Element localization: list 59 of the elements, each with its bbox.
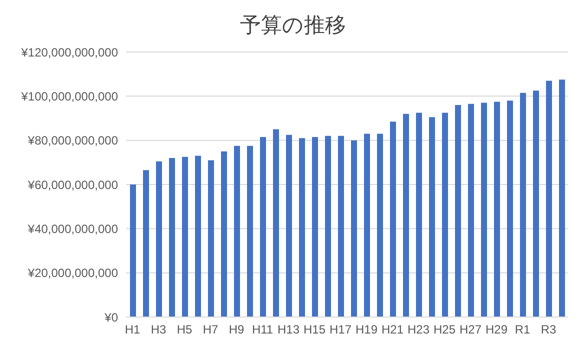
bar	[195, 156, 201, 317]
x-tick-label: H19	[355, 322, 378, 337]
bar	[247, 146, 253, 317]
y-tick-label: ¥80,000,000,000	[26, 134, 118, 148]
x-tick-label: H15	[303, 322, 326, 337]
bar	[533, 90, 539, 317]
x-tick-label: R1	[514, 322, 530, 337]
bar	[234, 146, 240, 317]
bar	[546, 80, 552, 317]
bar	[273, 129, 279, 317]
x-tick-label: H13	[277, 322, 300, 337]
bar	[221, 151, 227, 317]
bar	[559, 80, 565, 317]
bar	[208, 160, 214, 317]
x-tick-label: H25	[433, 322, 456, 337]
y-tick-label: ¥0	[104, 310, 118, 324]
bar	[507, 100, 513, 317]
bar	[169, 158, 175, 317]
x-tick-label: H29	[485, 322, 508, 337]
bar	[416, 112, 422, 317]
bar	[468, 104, 474, 317]
bar	[130, 184, 136, 317]
bar	[351, 140, 357, 317]
bar	[338, 136, 344, 317]
bar	[299, 138, 305, 317]
bar	[403, 114, 409, 317]
bar	[156, 161, 162, 317]
bar	[494, 102, 500, 317]
bar	[520, 92, 526, 317]
y-tick-label: ¥40,000,000,000	[26, 222, 118, 236]
bar	[312, 137, 318, 317]
x-tick-label: H1	[124, 322, 140, 337]
x-tick-label: H27	[459, 322, 482, 337]
x-tick-label: H17	[329, 322, 352, 337]
x-tick-label: H3	[150, 322, 166, 337]
x-tick-label: H23	[407, 322, 430, 337]
x-tick-label: R3	[540, 322, 556, 337]
bar	[481, 102, 487, 317]
bar	[390, 122, 396, 317]
bar	[286, 134, 292, 317]
bar	[260, 137, 266, 317]
bar	[364, 134, 370, 317]
bar	[377, 134, 383, 317]
bar	[325, 136, 331, 317]
x-tick-label: H7	[202, 322, 218, 337]
x-tick-label: H21	[381, 322, 404, 337]
bar	[429, 117, 435, 317]
bar	[442, 112, 448, 317]
bar	[182, 156, 188, 317]
y-tick-label: ¥20,000,000,000	[26, 266, 118, 280]
x-tick-label: H9	[228, 322, 244, 337]
bar	[455, 105, 461, 317]
y-tick-label: ¥100,000,000,000	[20, 89, 118, 104]
chart-title: 予算の推移	[239, 13, 347, 39]
x-tick-label: H11	[252, 322, 274, 337]
x-tick-label: H5	[176, 322, 192, 337]
y-tick-label: ¥60,000,000,000	[26, 178, 118, 192]
bar	[143, 170, 149, 317]
y-tick-label: ¥120,000,000,000	[20, 45, 118, 60]
